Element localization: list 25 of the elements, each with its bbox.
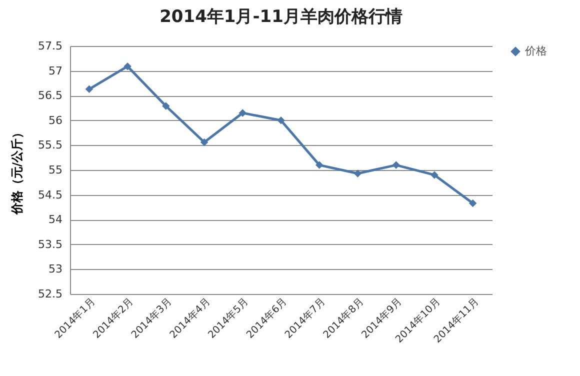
y-tick-label: 55 xyxy=(48,164,62,176)
point xyxy=(315,161,324,169)
point xyxy=(162,102,170,110)
point xyxy=(468,199,477,208)
y-tick-label: 53 xyxy=(48,262,62,276)
y-tick-label: 57.5 xyxy=(38,40,62,52)
point xyxy=(124,62,132,70)
y-tick-label: 53.5 xyxy=(38,238,62,251)
chart-title: 2014年1月-11月羊肉价格行情 xyxy=(160,7,402,27)
y-tick-label: 55.5 xyxy=(38,138,62,152)
y-tick-label: 54.5 xyxy=(38,188,62,202)
y-axis-title: 价格（元/公斤） xyxy=(10,126,24,216)
point xyxy=(354,170,362,178)
point xyxy=(430,171,438,179)
y-tick-label: 56.5 xyxy=(38,89,62,102)
legend-label: 价格 xyxy=(524,44,547,58)
y-tick-label: 56 xyxy=(48,114,62,127)
y-tick-label: 54 xyxy=(48,213,62,226)
point xyxy=(85,85,94,94)
point xyxy=(200,138,208,146)
y-tick-label: 52.5 xyxy=(38,288,62,300)
y-tick-label: 57 xyxy=(48,64,62,78)
point xyxy=(277,116,285,124)
point xyxy=(392,161,400,169)
point xyxy=(238,109,247,117)
